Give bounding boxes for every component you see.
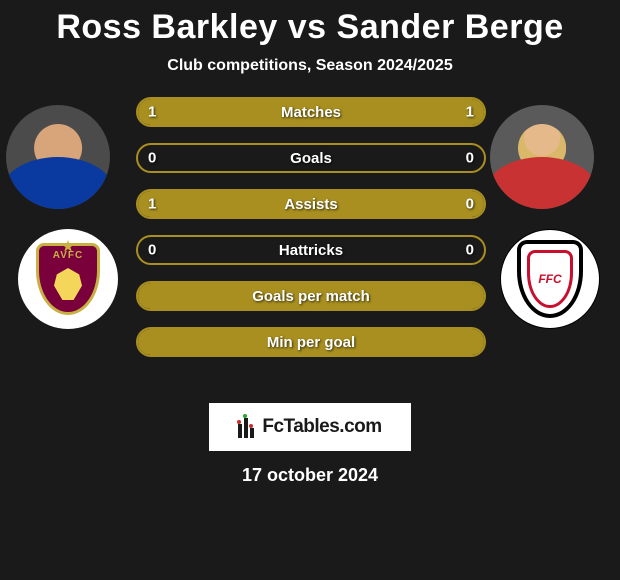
player2-club-badge: FFC: [500, 229, 600, 329]
player2-photo: [490, 105, 594, 209]
stat-value-right: 0: [466, 150, 474, 167]
brand-text: FcTables.com: [262, 416, 381, 438]
stat-value-right: 1: [466, 104, 474, 121]
brand-bars-icon: [238, 416, 258, 438]
stat-value-left: 1: [148, 104, 156, 121]
player2-silhouette-icon: [490, 105, 594, 209]
brand-logo: FcTables.com: [209, 403, 411, 451]
stat-value-right: 0: [466, 242, 474, 259]
stat-label: Goals per match: [252, 288, 370, 305]
subtitle: Club competitions, Season 2024/2025: [0, 57, 620, 75]
title-player1: Ross Barkley: [56, 8, 277, 46]
stat-bar: Goals per match: [136, 281, 486, 311]
comparison-body: ★ AVFC FFC 1 Matches 1 0 Goals 0 1 Assists 0 0 Hat…: [0, 97, 620, 397]
stat-bar: 0 Hattricks 0: [136, 235, 486, 265]
title-player2: Sander Berge: [337, 8, 564, 46]
stat-value-left: 0: [148, 150, 156, 167]
stat-label: Goals: [290, 150, 332, 167]
date-label: 17 october 2024: [0, 465, 620, 486]
stat-bar: Min per goal: [136, 327, 486, 357]
stat-bar: 1 Assists 0: [136, 189, 486, 219]
stat-label: Min per goal: [267, 334, 355, 351]
page-title: Ross Barkley vs Sander Berge: [0, 8, 620, 47]
player1-silhouette-icon: [6, 105, 110, 209]
stat-value-left: 1: [148, 196, 156, 213]
avfc-crest-icon: ★ AVFC: [18, 229, 118, 329]
title-vs: vs: [288, 8, 327, 46]
player1-photo: [6, 105, 110, 209]
player1-club-badge: ★ AVFC: [18, 229, 118, 329]
comparison-card: Ross Barkley vs Sander Berge Club compet…: [0, 0, 620, 580]
stat-bars: 1 Matches 1 0 Goals 0 1 Assists 0 0 Hattricks 0 Goal…: [136, 97, 486, 373]
stat-label: Matches: [281, 104, 341, 121]
stat-bar: 1 Matches 1: [136, 97, 486, 127]
stat-label: Assists: [284, 196, 337, 213]
stat-bar: 0 Goals 0: [136, 143, 486, 173]
stat-label: Hattricks: [279, 242, 343, 259]
stat-value-right: 0: [466, 196, 474, 213]
ffc-crest-icon: FFC: [501, 230, 599, 328]
stat-value-left: 0: [148, 242, 156, 259]
